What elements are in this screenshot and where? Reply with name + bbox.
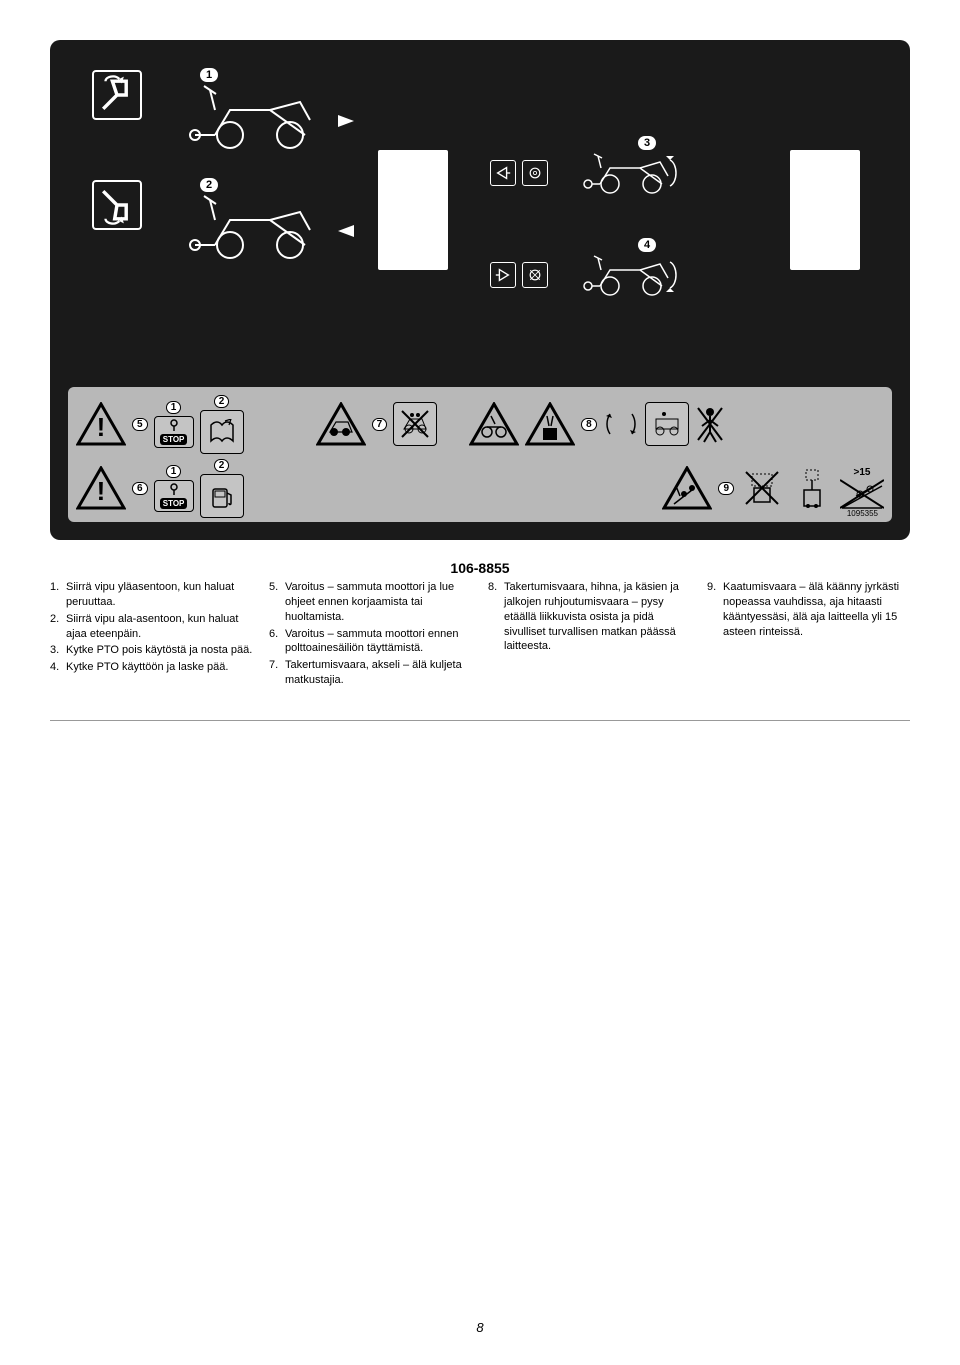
num-2a: 2	[214, 395, 230, 408]
pto-on-arrow-icon	[490, 262, 516, 288]
lever-down-box	[92, 180, 142, 230]
legend-num: 5.	[269, 580, 285, 625]
warning-row-2: ! 6 1 STOP 2	[76, 459, 884, 517]
no-bystander-icon	[695, 402, 725, 446]
decal-top-section: 1 2	[70, 60, 890, 370]
page-number: 8	[0, 1320, 960, 1335]
blank-rect-2	[790, 150, 860, 270]
mini-mower-4-icon	[570, 254, 700, 298]
part-number: 1095355	[847, 509, 878, 518]
legend-num: 7.	[269, 658, 285, 688]
manual-icon	[207, 419, 237, 445]
badge-6: 6	[132, 482, 148, 495]
legend-num: 6.	[269, 627, 285, 657]
fuel-box	[200, 474, 244, 518]
mower-row1-icon	[160, 80, 330, 150]
legend-col-3: 8.Takertumisvaara, hihna, ja käsien ja j…	[488, 580, 691, 690]
fuel-icon	[207, 481, 237, 511]
warning-row-1: ! 5 1 STOP 2	[76, 395, 884, 453]
legend-text: Varoitus – sammuta moottori ja lue ohjee…	[285, 580, 472, 625]
legend-num: 8.	[488, 580, 504, 654]
warn-tri-tip-icon	[662, 466, 712, 510]
stop-box-2: STOP	[154, 480, 194, 512]
num-2b: 2	[214, 459, 230, 472]
legend-text: Takertumisvaara, hihna, ja käsien ja jal…	[504, 580, 691, 654]
badge-8: 8	[581, 418, 597, 431]
legend-text: Kytke PTO pois käytöstä ja nosta pää.	[66, 643, 252, 658]
warn-tri-crush-icon	[525, 402, 575, 446]
stop-box-1: STOP	[154, 416, 194, 448]
warn-tri-icon-2: !	[76, 466, 126, 510]
callout-4: 4	[638, 238, 656, 252]
legend-text: Siirrä vipu yläasentoon, kun haluat peru…	[66, 580, 253, 610]
legend-num: 1.	[50, 580, 66, 610]
decal-code: 106-8855	[50, 560, 910, 576]
num-1b: 1	[166, 465, 182, 478]
decal-panel: 1 2	[50, 40, 910, 540]
badge-7: 7	[372, 418, 388, 431]
pto-off-gear-icon	[522, 160, 548, 186]
legend-text: Varoitus – sammuta moottori ennen poltto…	[285, 627, 472, 657]
lever-down-icon	[94, 182, 140, 228]
warn-tri-7-icon	[316, 402, 366, 446]
no-passenger-icon	[398, 407, 432, 441]
arrow-right-1	[338, 115, 354, 127]
warn-tri-belt-icon	[469, 402, 519, 446]
legend-num: 9.	[707, 580, 723, 639]
legend-col-2: 5.Varoitus – sammuta moottori ja lue ohj…	[269, 580, 472, 690]
warning-strip: ! 5 1 STOP 2	[68, 387, 892, 522]
legend-col-1: 1.Siirrä vipu yläasentoon, kun haluat pe…	[50, 580, 253, 690]
fuel-group: 2	[200, 459, 244, 518]
arrow-left-1	[338, 225, 354, 237]
no-passenger-box	[393, 402, 437, 446]
stop-group-2: 1 STOP	[154, 465, 194, 512]
mower-distance-icon	[650, 407, 684, 441]
manual-group: 2	[200, 395, 244, 454]
pto-on-gear-icon	[522, 262, 548, 288]
legend-text: Takertumisvaara, akseli – älä kuljeta ma…	[285, 658, 472, 688]
lever-up-icon	[94, 72, 140, 118]
stop-label-2: STOP	[160, 498, 188, 509]
legend-num: 2.	[50, 612, 66, 642]
pto-off-arrow-icon	[490, 160, 516, 186]
turn-icon	[742, 468, 782, 508]
mower-distance-box	[645, 402, 689, 446]
slope-icon	[840, 478, 884, 510]
svg-text:!: !	[97, 412, 106, 442]
callout-3: 3	[638, 136, 656, 150]
mower-row2-icon	[160, 190, 330, 260]
blank-rect-1	[378, 150, 448, 270]
svg-text:!: !	[97, 476, 106, 506]
page: 1 2	[0, 0, 960, 761]
manual-box	[200, 410, 244, 454]
gt15-label: >15	[854, 467, 871, 478]
legend-col-4: 9.Kaatumisvaara – älä käänny jyrkästi no…	[707, 580, 910, 690]
legend-columns: 1.Siirrä vipu yläasentoon, kun haluat pe…	[50, 580, 910, 690]
separator-line	[50, 720, 910, 721]
stop-group-1: 1 STOP	[154, 401, 194, 448]
legend-text: Kaatumisvaara – älä käänny jyrkästi nope…	[723, 580, 910, 639]
num-1a: 1	[166, 401, 182, 414]
badge-5: 5	[132, 418, 148, 431]
badge-9: 9	[718, 482, 734, 495]
key-icon-2	[167, 482, 181, 496]
lever-up-box	[92, 70, 142, 120]
stop-label-1: STOP	[160, 434, 188, 445]
turn-box	[740, 466, 784, 510]
slow-turn-box	[790, 466, 834, 510]
rotate-arrows-icon	[603, 402, 639, 446]
key-icon	[167, 418, 181, 432]
legend-text: Kytke PTO käyttöön ja laske pää.	[66, 660, 228, 675]
slope-box: >15	[840, 467, 884, 510]
slow-turn-icon	[792, 466, 832, 510]
legend-text: Siirrä vipu ala-asentoon, kun haluat aja…	[66, 612, 253, 642]
legend-num: 4.	[50, 660, 66, 675]
legend-num: 3.	[50, 643, 66, 658]
warn-tri-icon: !	[76, 402, 126, 446]
mini-mower-3-icon	[570, 152, 700, 196]
